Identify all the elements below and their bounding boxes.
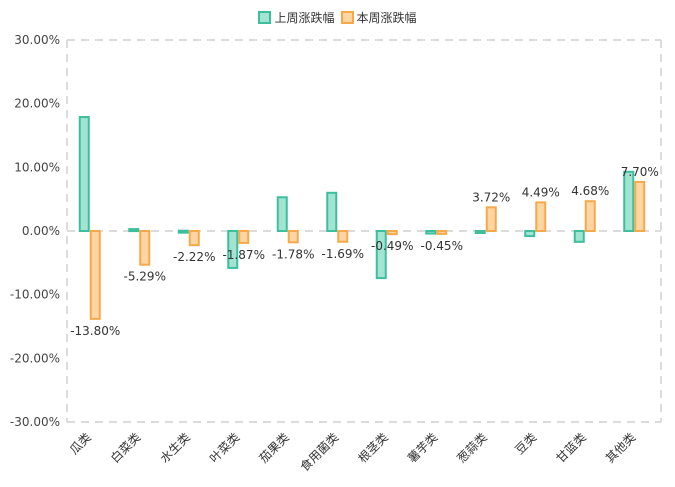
data-label: -0.49% xyxy=(371,239,413,253)
data-label: -1.69% xyxy=(322,247,364,261)
x-tick-label: 其他类 xyxy=(603,430,638,465)
legend-swatch-this-week xyxy=(340,11,354,24)
data-label: -0.45% xyxy=(421,239,463,253)
bar-last-week xyxy=(177,229,189,234)
x-tick-label: 水生类 xyxy=(158,430,193,465)
y-tick-label: 30.00% xyxy=(14,33,60,47)
x-tick-label: 食用菌类 xyxy=(297,430,342,475)
bar-this-week xyxy=(436,230,448,235)
bar-last-week xyxy=(326,191,338,233)
bar-this-week xyxy=(139,230,151,266)
x-tick-label: 葱蒜类 xyxy=(455,430,490,465)
bar-this-week xyxy=(188,230,200,247)
bar-last-week xyxy=(524,230,536,238)
y-axis-ticks: 30.00% 20.00% 10.00% 0.00% -10.00% -20.00% -30… xyxy=(10,33,60,429)
bar-this-week xyxy=(337,230,349,243)
legend-item-this-week[interactable]: 本周涨跌幅 xyxy=(340,9,417,26)
legend-swatch-last-week xyxy=(258,11,272,24)
bar-this-week xyxy=(634,180,646,233)
legend: 上周涨跌幅 本周涨跌幅 xyxy=(0,9,675,26)
bar-this-week xyxy=(584,200,596,232)
data-label: -1.87% xyxy=(223,248,265,262)
data-label: 3.72% xyxy=(472,190,510,204)
bar-this-week xyxy=(386,230,398,236)
data-label: -5.29% xyxy=(124,270,166,284)
x-tick-label: 薯芋类 xyxy=(405,430,440,465)
bar-this-week xyxy=(89,230,101,320)
bar-last-week xyxy=(573,230,585,243)
data-label: 7.70% xyxy=(621,165,659,179)
x-tick-label: 根茎类 xyxy=(356,430,391,465)
bars xyxy=(78,116,646,320)
bar-last-week xyxy=(425,230,437,235)
x-tick-label: 甘蓝类 xyxy=(554,430,589,465)
x-tick-label: 叶菜类 xyxy=(207,430,242,465)
data-label: -13.80% xyxy=(70,324,120,338)
data-label: -2.22% xyxy=(173,250,215,264)
data-labels: -13.80% -5.29% -2.22% -1.87% -1.78% -1.69% -0.… xyxy=(70,165,659,338)
bar-this-week xyxy=(485,206,497,232)
bar-this-week xyxy=(535,201,547,232)
data-label: 4.49% xyxy=(522,185,560,199)
legend-label-this-week: 本周涨跌幅 xyxy=(356,11,417,25)
bar-last-week xyxy=(375,230,387,280)
x-tick-label: 豆类 xyxy=(512,430,539,457)
bar-last-week xyxy=(227,230,239,269)
bar-last-week xyxy=(623,170,635,232)
bar-this-week xyxy=(238,230,250,244)
legend-item-last-week[interactable]: 上周涨跌幅 xyxy=(258,9,335,26)
bar-last-week xyxy=(276,196,288,232)
y-tick-label: -20.00% xyxy=(10,351,60,365)
x-tick-label: 瓜类 xyxy=(67,430,94,457)
x-tick-label: 茄果类 xyxy=(257,430,292,465)
bar-last-week xyxy=(474,230,486,234)
y-tick-label: 20.00% xyxy=(14,97,60,111)
x-tick-label: 白菜类 xyxy=(107,430,143,466)
y-tick-label: 10.00% xyxy=(14,160,60,174)
y-tick-label: -10.00% xyxy=(10,288,60,302)
data-label: -1.78% xyxy=(272,247,314,261)
bar-last-week xyxy=(78,116,90,232)
x-axis-ticks: 瓜类 白菜类 水生类 叶菜类 茄果类 食用菌类 根茎类 薯芋类 葱蒜类 豆类 甘蓝类 其他类 xyxy=(67,430,638,475)
y-tick-label: 0.00% xyxy=(22,224,60,238)
legend-label-last-week: 上周涨跌幅 xyxy=(274,11,335,25)
y-tick-label: -30.00% xyxy=(10,415,60,429)
grid xyxy=(66,39,662,423)
bar-this-week xyxy=(287,230,299,244)
data-label: 4.68% xyxy=(571,184,609,198)
bar-last-week xyxy=(128,228,140,233)
